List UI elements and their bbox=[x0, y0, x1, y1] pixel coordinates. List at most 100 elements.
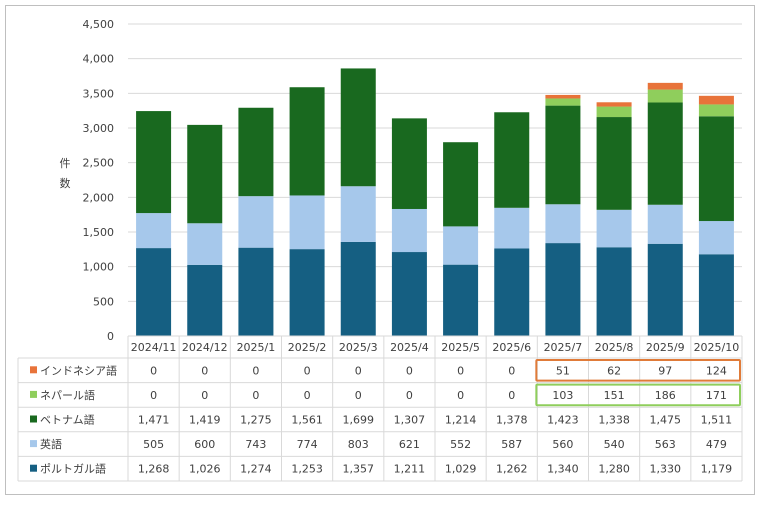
bar-segment bbox=[494, 207, 530, 249]
table-cell: 621 bbox=[399, 438, 420, 451]
table-cell: 103 bbox=[552, 389, 573, 402]
chart-frame bbox=[5, 5, 755, 495]
table-cell: 0 bbox=[252, 389, 259, 402]
table-cell: 62 bbox=[607, 364, 621, 377]
bar-segment bbox=[238, 247, 274, 336]
table-cell: 186 bbox=[655, 389, 676, 402]
x-tick-label: 2025/3 bbox=[339, 341, 378, 354]
table-cell: 1,561 bbox=[291, 414, 323, 427]
bar-segment bbox=[443, 264, 479, 336]
table-cell: 1,471 bbox=[138, 414, 170, 427]
bar-segment bbox=[136, 111, 172, 214]
bar-segment bbox=[391, 118, 427, 209]
table-cell: 1,378 bbox=[496, 414, 528, 427]
table-row-label: ポルトガル語 bbox=[40, 462, 106, 476]
table-cell: 0 bbox=[150, 364, 157, 377]
table-cell: 560 bbox=[552, 438, 573, 451]
bar-segment bbox=[545, 94, 581, 99]
x-tick-label: 2025/7 bbox=[544, 341, 583, 354]
bar-segment bbox=[698, 254, 734, 336]
table-cell: 0 bbox=[201, 389, 208, 402]
table-cell: 1,511 bbox=[701, 414, 733, 427]
table-cell: 1,357 bbox=[343, 463, 375, 476]
bar-segment bbox=[238, 196, 274, 248]
table-cell: 1,253 bbox=[291, 463, 323, 476]
table-cell: 0 bbox=[457, 364, 464, 377]
bar-segment bbox=[187, 264, 223, 336]
table-cell: 552 bbox=[450, 438, 471, 451]
legend-key bbox=[30, 390, 37, 398]
table-row-label: 英語 bbox=[40, 437, 62, 451]
bar-segment bbox=[545, 105, 581, 205]
x-tick-label: 2025/4 bbox=[390, 341, 429, 354]
bar-segment bbox=[596, 102, 632, 107]
bar-segment bbox=[340, 241, 376, 336]
bar-segment bbox=[698, 221, 734, 255]
x-tick-label: 2025/9 bbox=[646, 341, 685, 354]
legend-key bbox=[30, 464, 37, 472]
y-axis-label-char: 件 bbox=[60, 157, 71, 170]
bar-segment bbox=[136, 213, 172, 249]
data-table: 2024/11 2024/12 2025/1 2025/2 2025/3 2025/4 20… bbox=[17, 335, 743, 482]
bar-segment bbox=[187, 124, 223, 224]
y-tick-label: 1,000 bbox=[83, 261, 115, 274]
y-tick-label: 2,500 bbox=[83, 157, 115, 170]
bar-segment bbox=[340, 186, 376, 242]
table-cell: 0 bbox=[406, 389, 413, 402]
table-cell: 1,214 bbox=[445, 414, 477, 427]
bar-segment bbox=[545, 243, 581, 336]
table-cell: 1,330 bbox=[650, 463, 682, 476]
bar-segment bbox=[647, 204, 683, 244]
bar-segment bbox=[698, 95, 734, 105]
table-cell: 124 bbox=[706, 364, 727, 377]
table-cell: 1,211 bbox=[394, 463, 426, 476]
bar-segment bbox=[340, 68, 376, 187]
bar-segment bbox=[289, 195, 325, 250]
table-cell: 0 bbox=[508, 364, 515, 377]
table-cell: 0 bbox=[355, 364, 362, 377]
y-axis-ticks: 0 500 1,000 1,500 2,000 2,500 3,000 3,500 4,000 4… bbox=[83, 18, 115, 343]
bar-segment bbox=[494, 112, 530, 208]
bar-segment bbox=[596, 247, 632, 336]
table-cell: 1,029 bbox=[445, 463, 477, 476]
y-axis-label: 件数 bbox=[60, 157, 71, 190]
legend-key bbox=[30, 415, 37, 423]
y-axis-label-char: 数 bbox=[60, 177, 71, 190]
bar-segment bbox=[647, 82, 683, 90]
table-cell: 0 bbox=[304, 364, 311, 377]
bar-segment bbox=[698, 116, 734, 222]
x-tick-label: 2025/5 bbox=[441, 341, 480, 354]
table-cell: 743 bbox=[245, 438, 266, 451]
bar-segment bbox=[289, 249, 325, 336]
y-tick-label: 0 bbox=[107, 330, 114, 343]
table-cell: 0 bbox=[457, 389, 464, 402]
table-cell: 0 bbox=[150, 389, 157, 402]
bar-segment bbox=[647, 89, 683, 103]
bar-segment bbox=[698, 104, 734, 117]
x-tick-label: 2025/6 bbox=[492, 341, 531, 354]
legend-key bbox=[30, 440, 37, 448]
bar-segment bbox=[596, 209, 632, 248]
y-tick-label: 1,500 bbox=[83, 226, 115, 239]
table-cell: 1,275 bbox=[240, 414, 272, 427]
x-tick-label: 2025/1 bbox=[237, 341, 276, 354]
table-cell: 0 bbox=[201, 364, 208, 377]
table-cell: 540 bbox=[604, 438, 625, 451]
table-cell: 0 bbox=[304, 389, 311, 402]
bar-segment bbox=[647, 102, 683, 205]
table-cell: 1,026 bbox=[189, 463, 221, 476]
table-cell: 0 bbox=[508, 389, 515, 402]
table-cell: 600 bbox=[194, 438, 215, 451]
bar-segment bbox=[545, 98, 581, 106]
bar-segment bbox=[545, 204, 581, 244]
table-cell: 1,179 bbox=[701, 463, 733, 476]
table-cell: 0 bbox=[355, 389, 362, 402]
bar-segment bbox=[289, 87, 325, 196]
bar-segment bbox=[443, 142, 479, 227]
table-cell: 1,307 bbox=[394, 414, 426, 427]
table-cell: 1,475 bbox=[650, 414, 682, 427]
table-cell: 774 bbox=[297, 438, 318, 451]
table-row-label: ネパール語 bbox=[40, 388, 95, 402]
table-cell: 587 bbox=[501, 438, 522, 451]
